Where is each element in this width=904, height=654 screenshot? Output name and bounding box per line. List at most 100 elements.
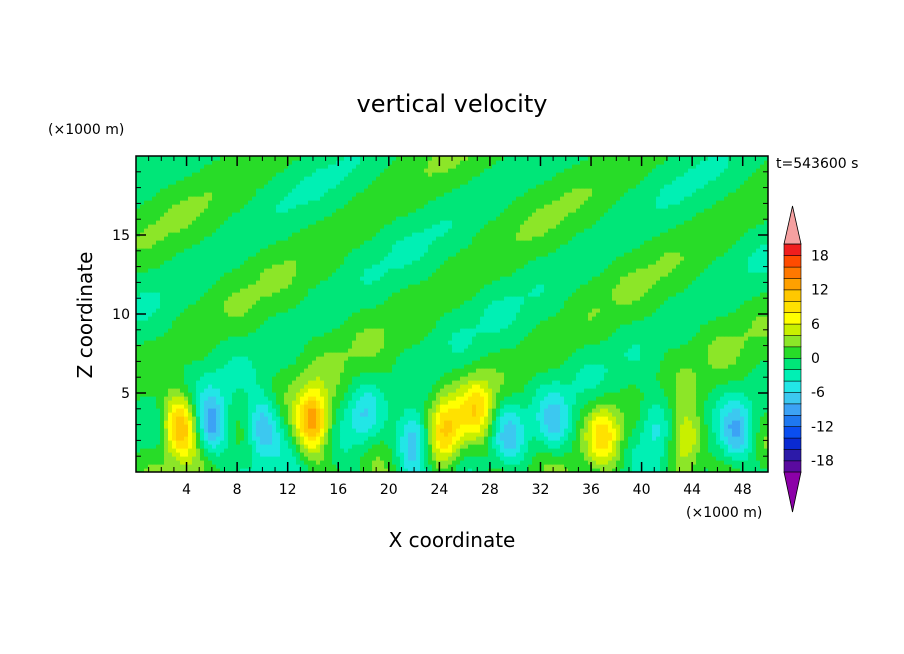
field-cell [664, 400, 669, 405]
field-cell [188, 384, 193, 389]
field-cell [544, 444, 549, 449]
field-cell [416, 372, 421, 377]
field-cell [652, 400, 657, 405]
field-cell [488, 400, 493, 405]
field-cell [608, 436, 613, 441]
field-cell [440, 460, 445, 465]
field-cell [160, 452, 165, 457]
field-cell [452, 412, 457, 417]
field-cell [304, 440, 309, 445]
field-cell [408, 424, 413, 429]
field-cell [616, 448, 621, 453]
field-cell [600, 348, 605, 353]
field-cell [588, 420, 593, 425]
field-cell [624, 436, 629, 441]
field-cell [232, 376, 237, 381]
field-cell [364, 464, 369, 469]
field-cell [232, 348, 237, 353]
field-cell [156, 440, 161, 445]
field-cell [420, 348, 425, 353]
field-cell [240, 356, 245, 361]
field-cell [512, 416, 517, 421]
field-cell [344, 440, 349, 445]
field-cell [764, 412, 768, 417]
field-cell [524, 368, 529, 373]
field-cell [724, 440, 729, 445]
field-cell [676, 424, 681, 429]
field-cell [508, 400, 513, 405]
field-cell [748, 436, 753, 441]
field-cell [700, 372, 705, 377]
field-cell [672, 456, 677, 461]
field-cell [444, 408, 449, 413]
field-cell [464, 464, 469, 469]
field-cell [136, 348, 141, 353]
field-cell [384, 428, 389, 433]
field-cell [308, 364, 313, 369]
field-cell [744, 468, 749, 472]
field-cell [324, 360, 329, 365]
field-cell [412, 448, 417, 453]
field-cell [344, 396, 349, 401]
field-cell [648, 388, 653, 393]
field-cell [192, 368, 197, 373]
field-cell [136, 400, 141, 405]
field-cell [216, 356, 221, 361]
field-cell [564, 460, 569, 465]
field-cell [360, 392, 365, 397]
field-cell [500, 372, 505, 377]
field-cell [380, 452, 385, 457]
field-cell [396, 468, 401, 472]
field-cell [600, 444, 605, 449]
field-cell [452, 384, 457, 389]
field-cell [588, 364, 593, 369]
field-cell [324, 372, 329, 377]
field-cell [628, 420, 633, 425]
field-cell [476, 356, 481, 361]
field-cell [224, 352, 229, 357]
field-cell [144, 412, 149, 417]
field-cell [616, 380, 621, 385]
field-cell [316, 468, 321, 472]
field-cell [160, 364, 165, 369]
field-cell [672, 420, 677, 425]
field-cell [560, 444, 565, 449]
field-cell [296, 436, 301, 441]
field-cell [208, 376, 213, 381]
field-cell [732, 452, 737, 457]
field-cell [300, 436, 305, 441]
field-cell [256, 388, 261, 393]
field-cell [652, 416, 657, 421]
field-cell [388, 376, 393, 381]
field-cell [152, 368, 157, 373]
field-cell [588, 452, 593, 457]
field-cell [540, 404, 545, 409]
field-cell [512, 408, 517, 413]
field-cell [520, 464, 525, 469]
field-cell [240, 416, 245, 421]
field-cell [656, 356, 661, 361]
field-cell [756, 348, 761, 353]
field-cell [752, 456, 757, 461]
field-cell [228, 468, 233, 472]
field-cell [632, 356, 637, 361]
field-cell [220, 416, 225, 421]
field-cell [408, 444, 413, 449]
field-cell [608, 424, 613, 429]
field-cell [504, 468, 509, 472]
field-cell [484, 448, 489, 453]
field-cell [656, 464, 661, 469]
field-cell [632, 348, 637, 353]
field-cell [304, 448, 309, 453]
field-cell [364, 440, 369, 445]
field-cell [380, 456, 385, 461]
field-cell [760, 376, 765, 381]
field-cell [616, 388, 621, 393]
field-cell [508, 424, 513, 429]
field-cell [148, 404, 153, 409]
field-cell [444, 452, 449, 457]
field-cell [480, 364, 485, 369]
field-cell [580, 384, 585, 389]
field-cell [568, 352, 573, 357]
field-cell [168, 432, 173, 437]
